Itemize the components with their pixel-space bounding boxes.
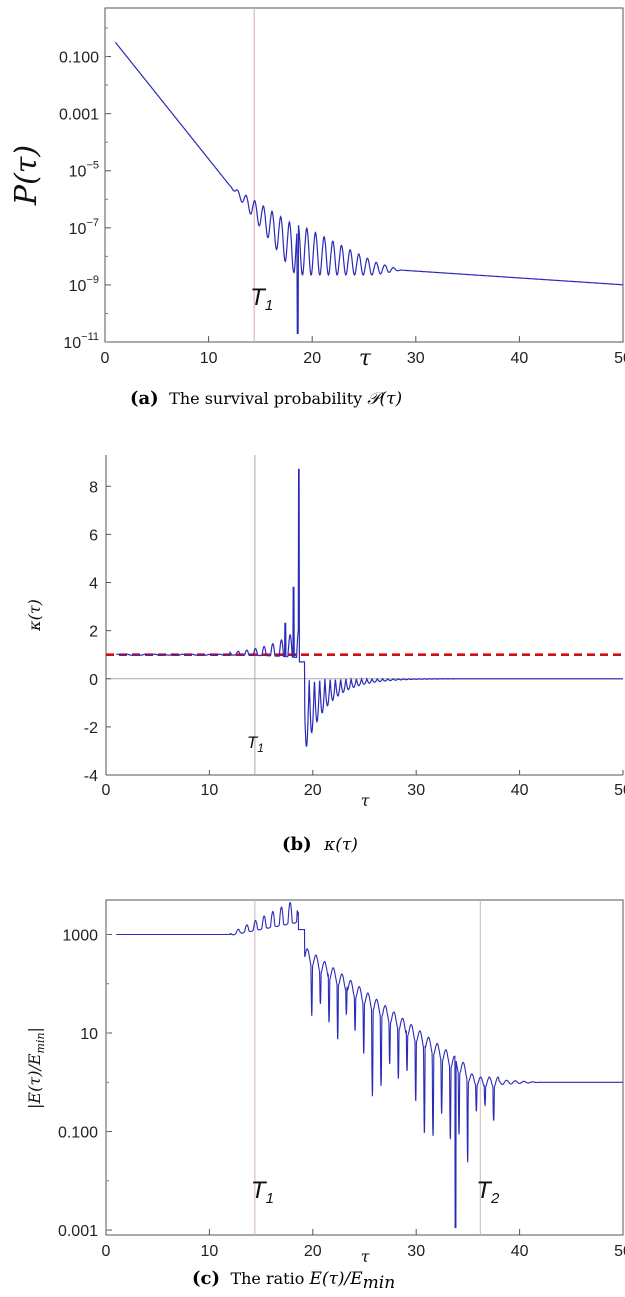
y-tick-labels: 8 6 4 2 0 -2 -4 — [84, 479, 111, 785]
x-tick-labels: 0 10 20 30 40 50 — [101, 336, 625, 367]
x-tick-labels: 0 10 20 30 40 50 — [102, 770, 625, 799]
x-tick-label: 10 — [201, 782, 219, 799]
y-tick-label: 10−9 — [69, 274, 99, 295]
caption-a: (a) The survival probability 𝒫(τ) — [130, 388, 402, 409]
y-axis-label: |E(τ)/Emin| — [25, 1027, 47, 1109]
annotation-t1: T1 — [247, 733, 264, 755]
x-tick-labels: 0 10 20 30 40 50 — [102, 1229, 625, 1260]
x-tick-label: 30 — [407, 1243, 425, 1260]
x-tick-label: 0 — [102, 782, 111, 799]
y-tick-label: 0.001 — [59, 107, 99, 124]
y-tick-label: 6 — [89, 527, 98, 544]
series-line — [114, 41, 623, 334]
annotation-t1: T1 — [250, 284, 273, 314]
y-tick-label: 1000 — [62, 927, 98, 944]
x-tick-label: 50 — [614, 350, 625, 367]
plot-frame — [105, 899, 624, 1236]
annotation-t2: T2 — [476, 1177, 500, 1207]
y-tick-label: 10−5 — [69, 160, 99, 181]
x-tick-label: 40 — [511, 1243, 529, 1260]
y-tick-labels: 0.100 0.001 10−5 10−7 10−9 10−11 — [59, 27, 111, 352]
y-tick-label: 0.001 — [58, 1223, 98, 1240]
x-tick-label: 30 — [407, 782, 425, 799]
y-axis-label: P(τ) — [9, 145, 44, 206]
x-tick-label: 30 — [407, 350, 425, 367]
y-tick-label: 4 — [89, 576, 98, 593]
x-tick-label: 40 — [511, 350, 529, 367]
caption-c: (c) The ratio E(τ)/Emin — [192, 1268, 395, 1293]
x-tick-label: 40 — [511, 782, 529, 799]
y-tick-label: 10−7 — [69, 217, 99, 238]
y-tick-label: -2 — [84, 720, 98, 737]
x-tick-label: 50 — [614, 782, 625, 799]
x-tick-label: 10 — [200, 350, 218, 367]
x-tick-label: 50 — [614, 1243, 625, 1260]
y-tick-label: 0.100 — [58, 1125, 98, 1142]
y-tick-label: 2 — [89, 624, 98, 641]
panel-c: 0 10 20 30 40 50 1000 10 0.100 0.001 T1 T2 τ |E(… — [25, 899, 625, 1293]
y-tick-label: 0.100 — [59, 50, 99, 67]
caption-b: (b) κ(τ) — [282, 834, 358, 855]
x-tick-label: 20 — [304, 782, 322, 799]
y-tick-label: 8 — [89, 479, 98, 496]
plot-frame — [104, 7, 624, 343]
y-tick-label: -4 — [84, 768, 98, 785]
x-tick-label: 0 — [102, 1243, 111, 1260]
x-tick-label: 0 — [101, 350, 110, 367]
x-tick-label: 10 — [201, 1243, 219, 1260]
x-tick-label: 20 — [303, 350, 321, 367]
x-axis-label: τ — [361, 791, 371, 810]
x-tick-label: 20 — [304, 1243, 322, 1260]
series-line — [116, 468, 623, 747]
y-tick-label: 10 — [80, 1026, 98, 1043]
y-tick-label: 0 — [89, 672, 98, 689]
y-tick-label: 10−11 — [63, 331, 99, 352]
y-axis-label: κ(τ) — [25, 599, 44, 632]
x-axis-label: τ — [361, 1247, 371, 1266]
y-tick-labels: 1000 10 0.100 0.001 — [58, 927, 112, 1240]
annotation-t1: T1 — [251, 1177, 274, 1207]
x-axis-label: τ — [359, 346, 372, 371]
series-line — [116, 901, 623, 1229]
